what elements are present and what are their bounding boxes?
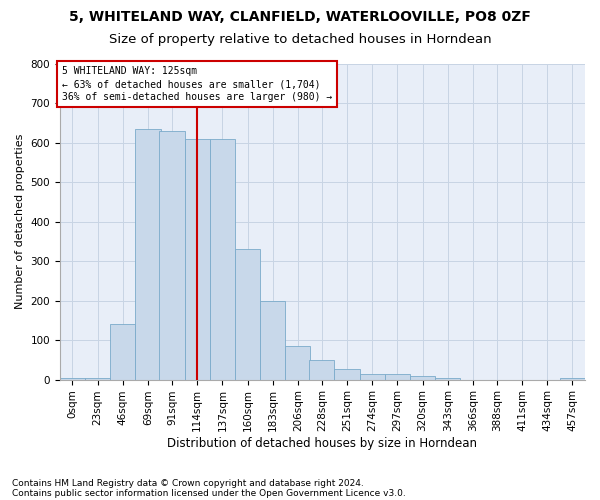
Bar bbox=[136, 129, 161, 380]
Text: Contains public sector information licensed under the Open Government Licence v3: Contains public sector information licen… bbox=[12, 488, 406, 498]
Bar bbox=[310, 360, 334, 380]
Bar bbox=[359, 374, 385, 380]
Text: Size of property relative to detached houses in Horndean: Size of property relative to detached ho… bbox=[109, 32, 491, 46]
Bar bbox=[85, 378, 110, 380]
Bar bbox=[110, 324, 136, 380]
Bar bbox=[385, 374, 410, 380]
Text: Contains HM Land Registry data © Crown copyright and database right 2024.: Contains HM Land Registry data © Crown c… bbox=[12, 478, 364, 488]
Y-axis label: Number of detached properties: Number of detached properties bbox=[15, 134, 25, 310]
Bar bbox=[334, 368, 359, 380]
Bar bbox=[160, 131, 185, 380]
Text: 5, WHITELAND WAY, CLANFIELD, WATERLOOVILLE, PO8 0ZF: 5, WHITELAND WAY, CLANFIELD, WATERLOOVIL… bbox=[69, 10, 531, 24]
Bar bbox=[260, 300, 285, 380]
X-axis label: Distribution of detached houses by size in Horndean: Distribution of detached houses by size … bbox=[167, 437, 478, 450]
Bar bbox=[210, 139, 235, 380]
Bar bbox=[60, 378, 85, 380]
Bar bbox=[410, 376, 435, 380]
Text: 5 WHITELAND WAY: 125sqm
← 63% of detached houses are smaller (1,704)
36% of semi: 5 WHITELAND WAY: 125sqm ← 63% of detache… bbox=[62, 66, 332, 102]
Bar bbox=[560, 378, 585, 380]
Bar bbox=[285, 346, 310, 380]
Bar bbox=[435, 378, 460, 380]
Bar bbox=[185, 139, 210, 380]
Bar bbox=[235, 250, 260, 380]
